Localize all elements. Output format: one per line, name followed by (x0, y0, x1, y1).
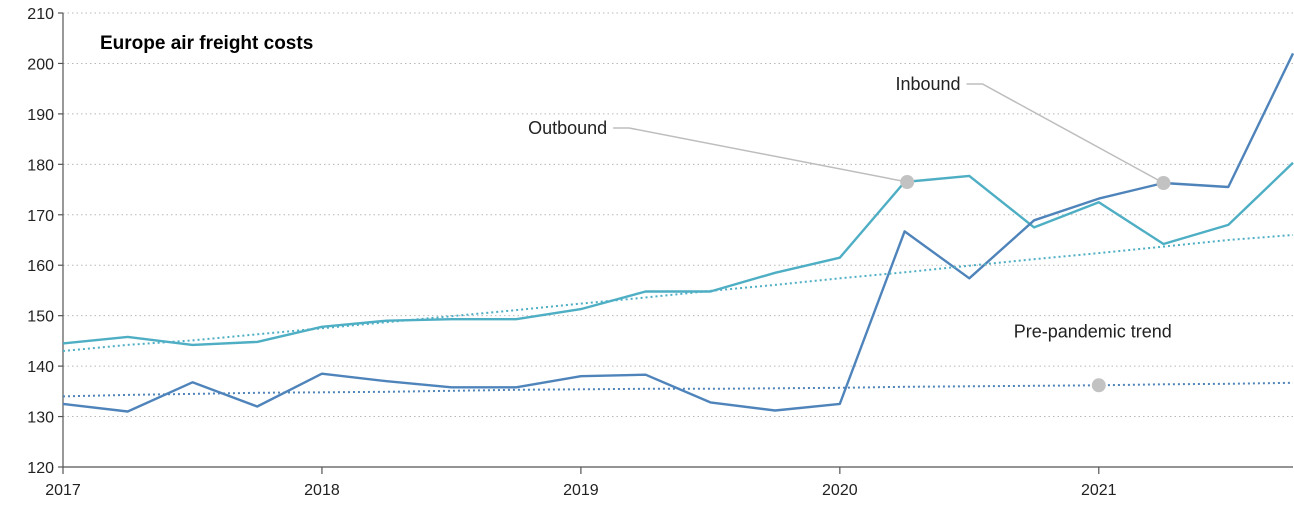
inbound-trend-line (62, 381, 1294, 398)
inbound-line (62, 52, 1294, 413)
x-tick-label-2021: 2021 (1081, 482, 1117, 499)
inbound-label: Inbound (895, 74, 960, 94)
x-tick-labels: 2017 2018 2019 2020 2021 (45, 467, 1117, 499)
y-tick-label-120: 120 (27, 460, 54, 477)
y-tick-label-200: 200 (27, 56, 54, 73)
grid-lines (63, 12, 1293, 418)
x-tick-label-2020: 2020 (822, 482, 858, 499)
y-tick-label-180: 180 (27, 157, 54, 174)
y-tick-label-210: 210 (27, 6, 54, 23)
y-tick-label-130: 130 (27, 410, 54, 427)
x-tick-label-2018: 2018 (304, 482, 340, 499)
y-tick-label-150: 150 (27, 309, 54, 326)
pre-pandemic-trend-label: Pre-pandemic trend (1014, 321, 1172, 341)
y-tick-label-170: 170 (27, 208, 54, 225)
inbound-marker (1156, 175, 1171, 190)
annotations: Outbound Inbound Pre-pandemic trend (528, 74, 1172, 393)
outbound-trend-line (62, 234, 1294, 352)
outbound-label: Outbound (528, 118, 607, 138)
chart-title: Europe air freight costs (100, 33, 313, 54)
y-tick-labels: 120 130 140 150 160 170 180 190 200 210 (27, 6, 63, 477)
outbound-leader (613, 127, 908, 183)
pre-pandemic-trend-marker (1091, 378, 1106, 393)
x-axis (62, 13, 1293, 468)
outbound-marker (900, 174, 915, 189)
x-tick-label-2019: 2019 (563, 482, 599, 499)
series-lines (62, 52, 1294, 413)
y-tick-label-190: 190 (27, 107, 54, 124)
y-tick-label-160: 160 (27, 258, 54, 275)
outbound-line (62, 161, 1294, 347)
x-tick-label-2017: 2017 (45, 482, 81, 499)
inbound-leader (966, 83, 1164, 184)
y-tick-label-140: 140 (27, 359, 54, 376)
